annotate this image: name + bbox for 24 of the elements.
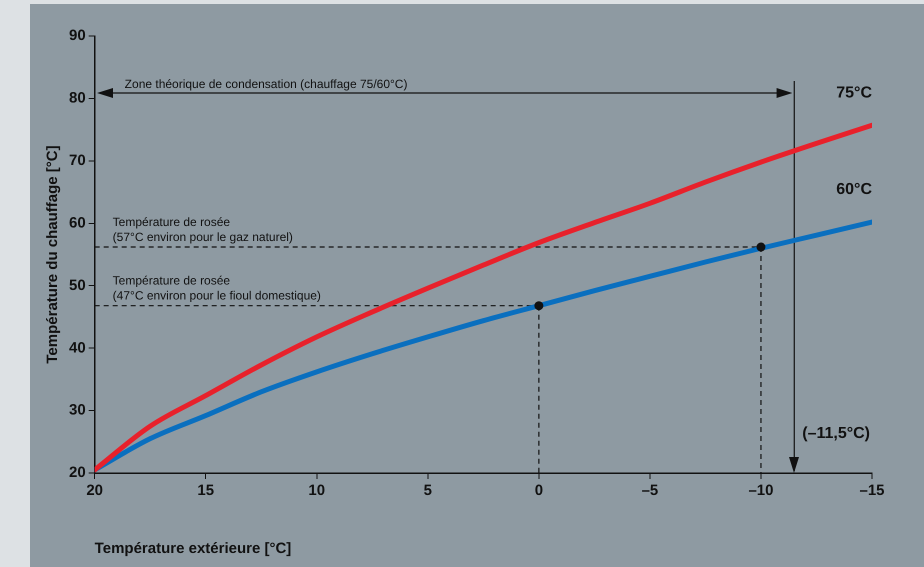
annotation: Zone théorique de condensation (chauffage 75/60°C) bbox=[124, 77, 408, 91]
y-tick-label: 80 bbox=[68, 90, 86, 107]
x-tick-label: 0 bbox=[534, 482, 544, 500]
ref-line-label: Température de rosée (57°C environ pour le gaz naturel) bbox=[112, 215, 293, 244]
x-tick-label: –10 bbox=[748, 482, 774, 500]
y-tick-label: 70 bbox=[68, 152, 86, 169]
series-label: 60°C bbox=[836, 181, 872, 198]
y-tick-label: 60 bbox=[68, 214, 86, 232]
x-tick-label: 5 bbox=[424, 482, 432, 500]
series-label: 75°C bbox=[836, 84, 872, 102]
ref-line-label: Température de rosée (47°C environ pour le fioul domestique) bbox=[112, 274, 321, 303]
y-tick-label: 90 bbox=[68, 27, 86, 44]
x-axis-title: Température extérieure [°C] bbox=[94, 540, 292, 557]
y-tick-label: 30 bbox=[68, 402, 86, 419]
y-tick-label: 50 bbox=[68, 276, 86, 294]
x-tick-label: 10 bbox=[308, 482, 326, 500]
x-tick-label: 20 bbox=[86, 482, 104, 500]
y-tick-label: 20 bbox=[68, 464, 86, 482]
y-tick-label: 40 bbox=[68, 339, 86, 356]
x-tick-label: –15 bbox=[859, 482, 885, 500]
ref-line-label: (–11,5°C) bbox=[802, 425, 870, 442]
x-tick-label: 15 bbox=[197, 482, 214, 500]
x-tick-label: –5 bbox=[642, 482, 658, 500]
y-axis-title: Température du chauffage [°C] bbox=[44, 145, 62, 364]
